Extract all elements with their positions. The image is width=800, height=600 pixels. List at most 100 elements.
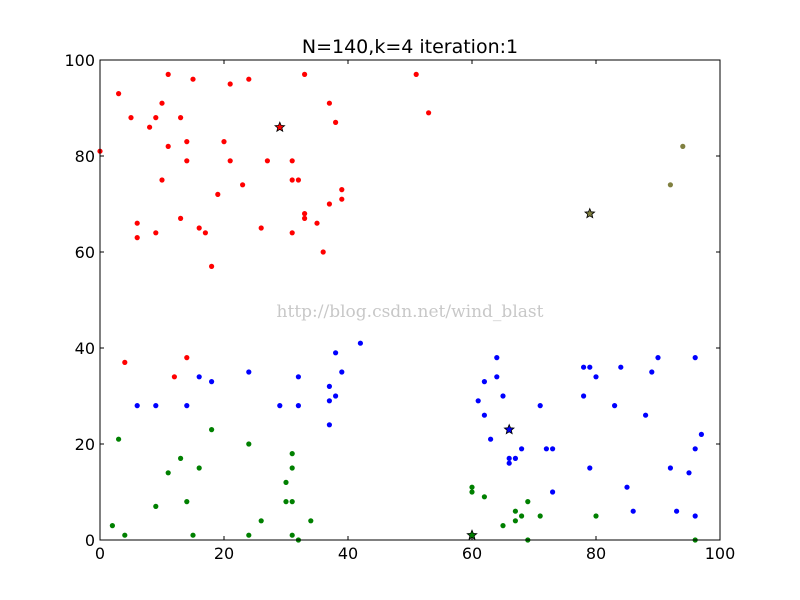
data-point: [339, 369, 345, 375]
data-point: [283, 499, 289, 505]
x-tick-label: 0: [95, 544, 105, 563]
data-point: [494, 374, 500, 380]
data-point: [153, 503, 159, 509]
data-point: [289, 532, 295, 538]
data-point: [209, 379, 215, 385]
data-point: [122, 359, 128, 365]
data-point: [500, 523, 506, 529]
data-point: [153, 115, 159, 121]
data-point: [525, 499, 531, 505]
centroid-star: [274, 121, 286, 133]
data-point: [302, 215, 308, 221]
data-point: [630, 508, 636, 514]
data-point: [655, 355, 661, 361]
data-point: [500, 393, 506, 399]
data-point: [643, 412, 649, 418]
x-tick-label: 100: [705, 544, 736, 563]
data-point: [258, 225, 264, 231]
data-point: [469, 489, 475, 495]
data-point: [512, 455, 519, 461]
data-point: [289, 451, 295, 457]
data-point: [246, 76, 252, 82]
data-point: [289, 230, 295, 236]
data-point: [357, 340, 363, 346]
data-point: [295, 403, 301, 409]
data-point: [264, 158, 270, 164]
data-point: [308, 518, 314, 524]
data-point: [581, 393, 587, 399]
data-point: [692, 446, 698, 452]
data-point: [289, 177, 295, 183]
data-point: [134, 403, 140, 409]
data-point: [178, 455, 184, 461]
data-point: [512, 508, 519, 514]
data-point: [109, 523, 115, 529]
data-point: [165, 143, 171, 149]
data-point: [147, 124, 153, 130]
y-tick-label: 80: [75, 147, 95, 166]
data-point: [481, 379, 487, 385]
data-point: [698, 431, 705, 437]
data-point: [624, 484, 630, 490]
data-point: [116, 436, 122, 442]
data-point: [289, 158, 295, 164]
data-point: [593, 513, 599, 519]
data-point: [667, 465, 674, 471]
data-point: [692, 355, 698, 361]
data-point: [159, 177, 165, 183]
centroid-star: [466, 529, 478, 541]
data-point: [196, 225, 202, 231]
axis-tick-labels: 0 20 40 60 80 100 0 20 40 60 80 100: [64, 51, 735, 563]
data-point: [506, 455, 512, 461]
data-point: [302, 211, 308, 217]
centroid-star: [584, 207, 596, 219]
plot-frame: [99, 59, 721, 541]
data-point: [488, 436, 494, 442]
y-tick-label: 100: [64, 51, 95, 70]
data-point: [196, 374, 202, 380]
data-point: [116, 91, 122, 97]
data-point: [302, 71, 308, 77]
data-point: [587, 364, 593, 370]
data-point: [692, 513, 698, 519]
data-point: [333, 393, 339, 399]
data-point: [512, 518, 519, 524]
data-point: [295, 374, 301, 380]
data-point: [184, 139, 190, 145]
data-point: [475, 398, 481, 404]
data-point: [184, 158, 190, 164]
data-point: [326, 398, 332, 404]
x-tick-label: 20: [214, 544, 234, 563]
data-point: [339, 196, 345, 202]
data-point: [649, 369, 655, 375]
data-point: [674, 508, 680, 514]
data-point: [246, 441, 252, 447]
data-point: [537, 513, 543, 519]
data-point: [178, 215, 184, 221]
data-point: [165, 470, 171, 476]
data-point: [326, 383, 332, 389]
x-tick-label: 40: [338, 544, 358, 563]
data-point: [680, 143, 686, 149]
data-point: [537, 403, 543, 409]
data-point: [159, 100, 165, 106]
y-tick-label: 60: [75, 243, 95, 262]
plot-area: [100, 60, 720, 540]
y-tick-label: 40: [75, 339, 95, 358]
data-point: [134, 235, 140, 241]
data-point: [481, 494, 487, 500]
data-point: [258, 518, 264, 524]
data-point: [618, 364, 624, 370]
data-point: [178, 115, 184, 121]
data-point: [184, 355, 190, 361]
watermark-text: http://blog.csdn.net/wind_blast: [277, 302, 544, 322]
data-point: [413, 71, 419, 77]
data-point: [426, 110, 432, 116]
data-point: [202, 230, 208, 236]
data-point: [227, 158, 233, 164]
data-point: [326, 422, 332, 428]
data-point: [593, 374, 599, 380]
data-point: [289, 465, 295, 471]
chart-title: N=140,k=4 iteration:1: [302, 36, 518, 58]
